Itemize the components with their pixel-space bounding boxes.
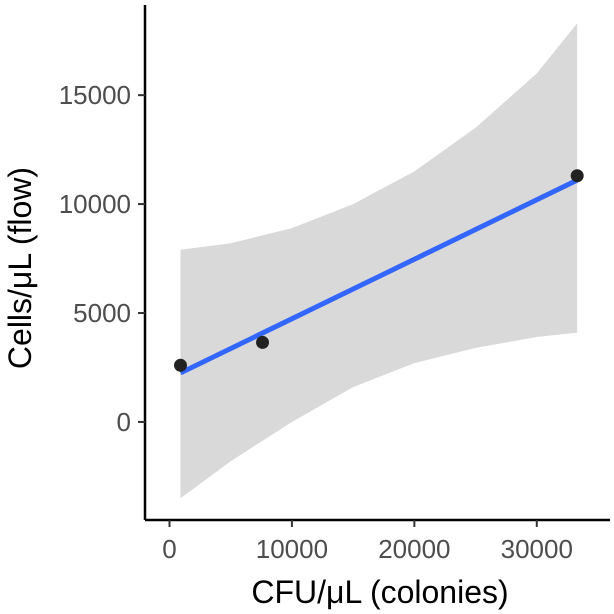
data-point-2 [256, 335, 270, 349]
y-tick-label-5000: 5000 [73, 298, 131, 328]
confidence-band-layer [180, 23, 578, 499]
x-axis-title: CFU/μL (colonies) [251, 574, 508, 610]
regression-line [179, 177, 579, 376]
x-tick-label-30000: 30000 [501, 534, 573, 564]
x-tick-label-0: 0 [162, 534, 176, 564]
y-tick-label-10000: 10000 [59, 189, 131, 219]
data-point-3 [570, 169, 584, 183]
y-tick-label-15000: 15000 [59, 80, 131, 110]
y-axis-title: Cells/μL (flow) [2, 167, 38, 369]
x-tick-label-10000: 10000 [256, 534, 328, 564]
confidence-band [180, 23, 578, 499]
axes-layer: 0 10000 20000 30000 0 5000 10000 15000 [59, 5, 610, 564]
x-tick-label-20000: 20000 [378, 534, 450, 564]
fit-line-layer [179, 177, 579, 376]
data-point-1 [174, 358, 188, 372]
y-tick-label-0: 0 [117, 407, 131, 437]
points-layer [174, 169, 584, 372]
